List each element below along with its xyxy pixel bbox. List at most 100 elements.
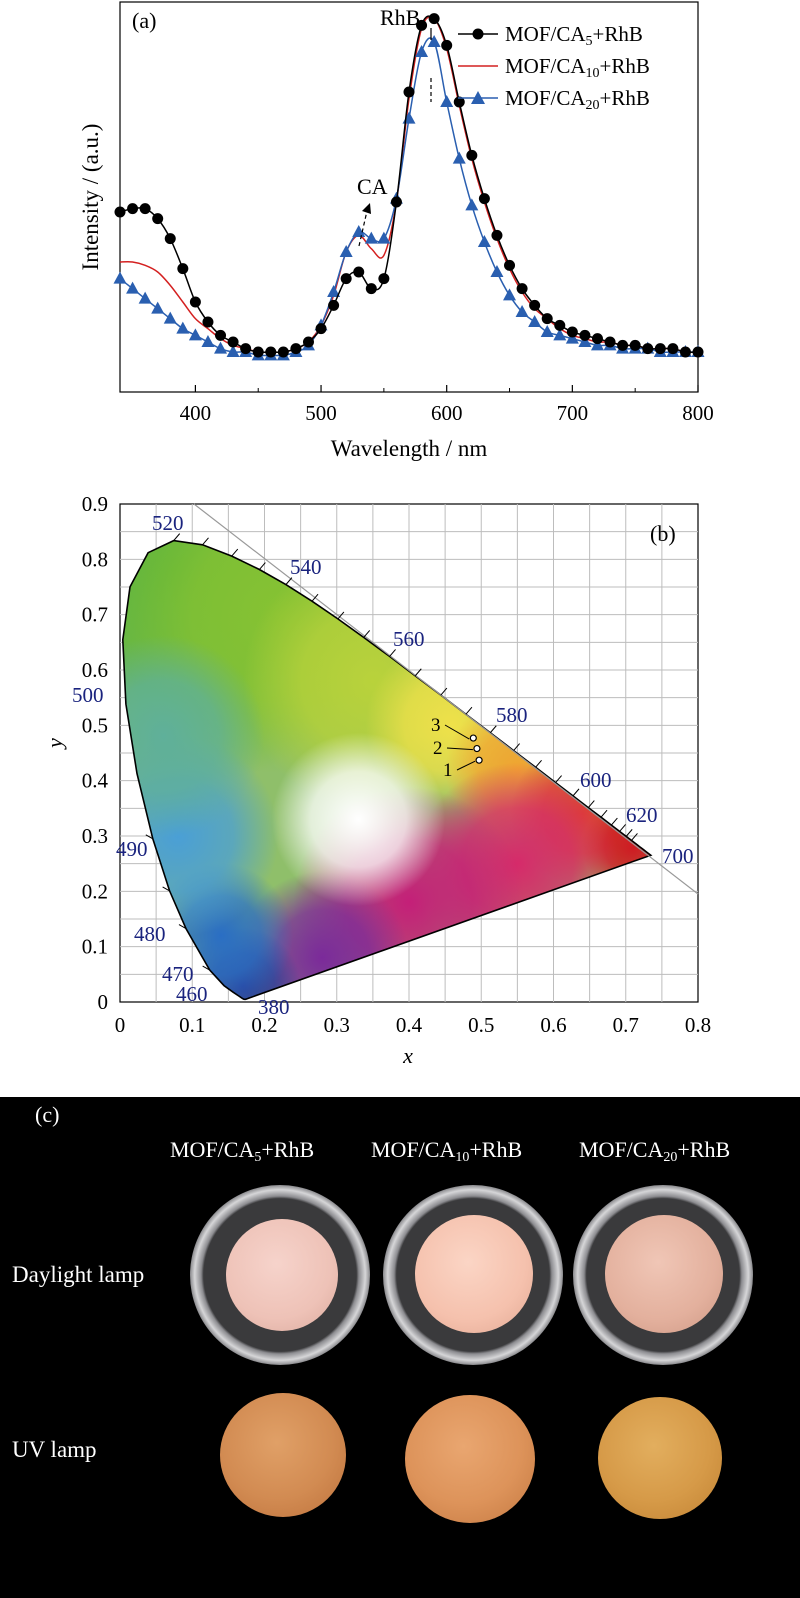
y-tick-label: 0.2 [82,879,108,903]
y-tick-label: 0.1 [82,935,108,959]
x-tick-label: 0.2 [251,1013,277,1037]
series-ca20-point [477,235,491,247]
locus-tick [489,725,497,734]
series-ca20-point [377,231,391,244]
locus-label-520: 520 [152,511,184,535]
y-tick-label: 0.4 [82,769,109,793]
locus-label-620: 620 [626,803,658,827]
x-tick-label: 0.7 [613,1013,639,1037]
series-ca20-point [452,151,466,164]
y-tick-label: 0.3 [82,824,108,848]
series-ca5-point [164,233,176,245]
ca-annotation: CA [357,174,388,199]
sample-point-label-2: 2 [433,738,443,759]
series-ca5-point [416,19,428,31]
series-ca20-point [188,328,202,341]
locus-tick [535,759,542,768]
series-ca20-point [201,335,215,347]
powder-daylight-ca5 [226,1219,338,1331]
locus-tick [625,829,633,837]
sample-label-ca10: MOF/CA10+RhB [371,1137,523,1165]
series-ca5-point [177,263,189,275]
locus-tick [145,834,154,840]
series-ca5-point [541,313,553,325]
powder-daylight-ca10 [415,1215,533,1333]
locus-label-580: 580 [496,703,528,727]
series-ca5-point [114,206,126,218]
locus-tick [311,593,319,602]
locus-tick [178,924,187,930]
y-tick-label: 0.6 [82,658,108,682]
locus-tick [389,649,396,657]
locus-tick [162,886,170,892]
series-ca20-point [578,335,592,347]
powder-uv-ca5 [220,1393,346,1517]
x-axis-ticks: 400 500 600 700 800 [180,385,714,425]
locus-label-500: 500 [72,683,104,707]
y-axis-label: Intensity / (a.u.) [78,124,103,271]
dish-daylight-ca5 [190,1185,370,1365]
series-ca5-point [554,319,566,331]
locus-tick [202,537,209,546]
panel-label-a: (a) [132,8,156,33]
dish-daylight-ca20 [573,1185,753,1365]
cie-chromaticity-diagram: 0 0.1 0.2 0.3 0.4 0.5 0.6 0.7 0.8 0 0.1 0.2 0.3 0.4 0.… [42,492,711,1068]
locus-label-380: 380 [258,995,290,1019]
spectral-locus [121,539,653,1001]
color-gamut-fill [122,540,651,1000]
locus-label-600: 600 [580,768,612,792]
series-ca5-point [340,273,352,285]
powder-daylight-ca20 [605,1215,723,1333]
legend-marker-ca20 [471,91,485,104]
series-ca5-point [277,346,289,358]
series-ca5-point [617,339,629,351]
series-ca5-point [579,329,591,341]
series-ca5-point [353,266,365,278]
sample-label-ca5: MOF/CA5+RhB [170,1137,315,1165]
series-ca5-point [428,13,440,25]
series-ca5-point [189,296,201,308]
locus-label-490: 490 [116,837,148,861]
locus-tick [600,809,608,818]
powder-uv-ca20 [598,1397,722,1519]
locus-label-480: 480 [134,922,166,946]
series-ca20-point [540,325,554,337]
row-label-uv: UV lamp [12,1437,97,1462]
series-ca5-point [390,196,402,208]
x-tick-label: 500 [305,401,337,425]
series-ca20-point [503,288,517,301]
locus-ticks [145,533,638,971]
locus-tick [619,824,626,832]
series-ca5-point [365,283,377,295]
series-layer [113,13,705,361]
x-tick-label: 0.6 [540,1013,566,1037]
locus-label-560: 560 [393,627,425,651]
legend-label-ca5: MOF/CA5+RhB [505,22,643,49]
sample-point-label-3: 3 [431,715,441,736]
locus-label-470: 470 [162,962,194,986]
sample-points: 123 [431,715,483,781]
series-ca20-point [126,281,140,294]
series-ca5-point [152,213,164,225]
locus-label-460: 460 [176,982,208,1006]
series-ca20-point [490,265,504,277]
locus-tick [337,611,345,620]
locus-tick [285,577,293,585]
series-ca5-point [453,96,465,108]
series-ca5-point [127,203,139,215]
series-ca5-point [491,229,503,241]
x-tick-label: 0 [115,1013,126,1037]
sample-label-ca20: MOF/CA20+RhB [579,1137,731,1165]
locus-tick [572,788,580,797]
y-axis-label: y [42,738,67,750]
locus-tick [202,965,210,971]
series-ca5-point [591,333,603,345]
series-ca5-point [290,343,302,355]
dish-daylight-ca10 [383,1185,563,1365]
series-ca5-point [604,336,616,348]
series-ca5-point [679,346,691,358]
locus-tick [363,630,371,638]
legend-label-ca20: MOF/CA20+RhB [505,86,650,113]
series-ca5-point [516,283,528,295]
